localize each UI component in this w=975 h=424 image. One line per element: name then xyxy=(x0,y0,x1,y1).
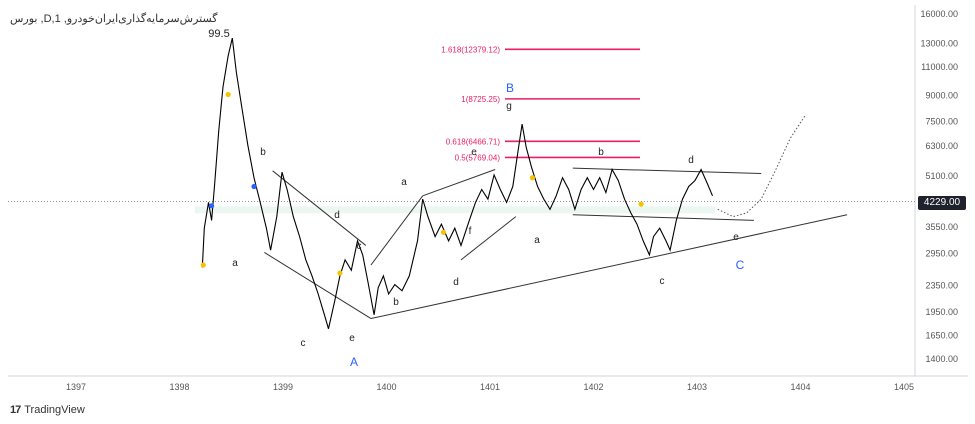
main-trendline xyxy=(370,214,848,320)
x-tick-label: 1402 xyxy=(583,382,603,392)
y-tick-label: 2350.00 xyxy=(925,281,958,291)
x-tick-label: 1405 xyxy=(894,382,914,392)
wave-annotation: c xyxy=(357,241,362,252)
tradingview-icon: 17 xyxy=(10,404,21,416)
fib-level-label: 1.618(12379.12) xyxy=(441,45,500,54)
channel-lower-a xyxy=(370,195,424,266)
wave-annotation: e xyxy=(349,333,355,344)
event-marker xyxy=(440,229,447,235)
wave-annotation: 99.5 xyxy=(208,28,229,40)
brand-name: TradingView xyxy=(24,404,85,416)
event-marker xyxy=(529,175,536,181)
x-tick-label: 1397 xyxy=(66,382,86,392)
y-tick-label: 1650.00 xyxy=(925,331,958,341)
chart-title: بورس ,D,گسترش‌سرمایه‌گذاری‌ایران‌خودرو, … xyxy=(10,13,218,25)
channel-lower-b xyxy=(460,216,517,261)
wave-annotation: b xyxy=(598,147,604,158)
wave-annotation: d xyxy=(334,210,340,221)
wedge-bottom xyxy=(264,252,372,319)
event-marker xyxy=(251,183,257,190)
support-band xyxy=(195,206,715,214)
wave-annotation: b xyxy=(393,297,399,308)
wave-annotation: a xyxy=(232,258,238,269)
wave-annotation: d xyxy=(453,277,459,288)
y-tick-label: 6300.00 xyxy=(925,141,958,151)
event-marker xyxy=(208,203,215,209)
event-marker xyxy=(200,262,206,268)
x-tick-label: 1400 xyxy=(376,382,396,392)
y-tick-label: 1950.00 xyxy=(925,307,958,317)
y-tick-label: 7500.00 xyxy=(925,116,958,126)
wave-annotation: a xyxy=(534,235,540,246)
event-marker xyxy=(337,270,343,276)
x-tick-label: 1401 xyxy=(480,382,500,392)
brand-logo: 17 TradingView xyxy=(10,404,85,416)
event-marker xyxy=(638,201,644,207)
y-tick-label: 11000.00 xyxy=(921,62,958,72)
y-tick-label: 1400.00 xyxy=(925,354,958,364)
wave-annotation: e xyxy=(471,147,477,158)
wave-annotation: c xyxy=(660,276,665,287)
wave-annotation: b xyxy=(260,147,266,158)
y-tick-label: 13000.00 xyxy=(920,38,958,48)
x-tick-label: 1404 xyxy=(790,382,810,392)
fib-level-label: 1(8725.25) xyxy=(461,95,500,104)
wave-label: B xyxy=(506,81,514,95)
last-price-tag: 4229.00 xyxy=(918,196,966,210)
wave-label: C xyxy=(736,258,745,272)
wave-annotation: d xyxy=(688,155,694,166)
wave-annotation: f xyxy=(469,226,472,237)
wave-annotation: c xyxy=(301,338,306,349)
y-tick-label: 2950.00 xyxy=(925,248,958,258)
x-tick-label: 1399 xyxy=(273,382,293,392)
y-tick-label: 3550.00 xyxy=(925,222,958,232)
x-tick-label: 1403 xyxy=(687,382,707,392)
fib-level-label: 0.618(6466.71) xyxy=(446,137,501,146)
triangle-top xyxy=(572,167,762,175)
event-marker xyxy=(225,91,231,98)
wave-annotation: a xyxy=(401,177,407,188)
wave-label: A xyxy=(350,355,358,369)
wedge-top xyxy=(272,170,367,246)
channel-upper xyxy=(422,169,496,197)
wave-annotation: e xyxy=(733,232,739,243)
y-tick-label: 5100.00 xyxy=(925,171,958,181)
y-tick-label: 16000.00 xyxy=(920,9,958,19)
fib-level-label: 0.5(5769.04) xyxy=(455,153,501,162)
wave-annotation: g xyxy=(506,101,512,112)
x-tick-label: 1398 xyxy=(169,382,189,392)
y-tick-label: 9000.00 xyxy=(925,90,958,100)
triangle-bottom xyxy=(572,214,754,221)
